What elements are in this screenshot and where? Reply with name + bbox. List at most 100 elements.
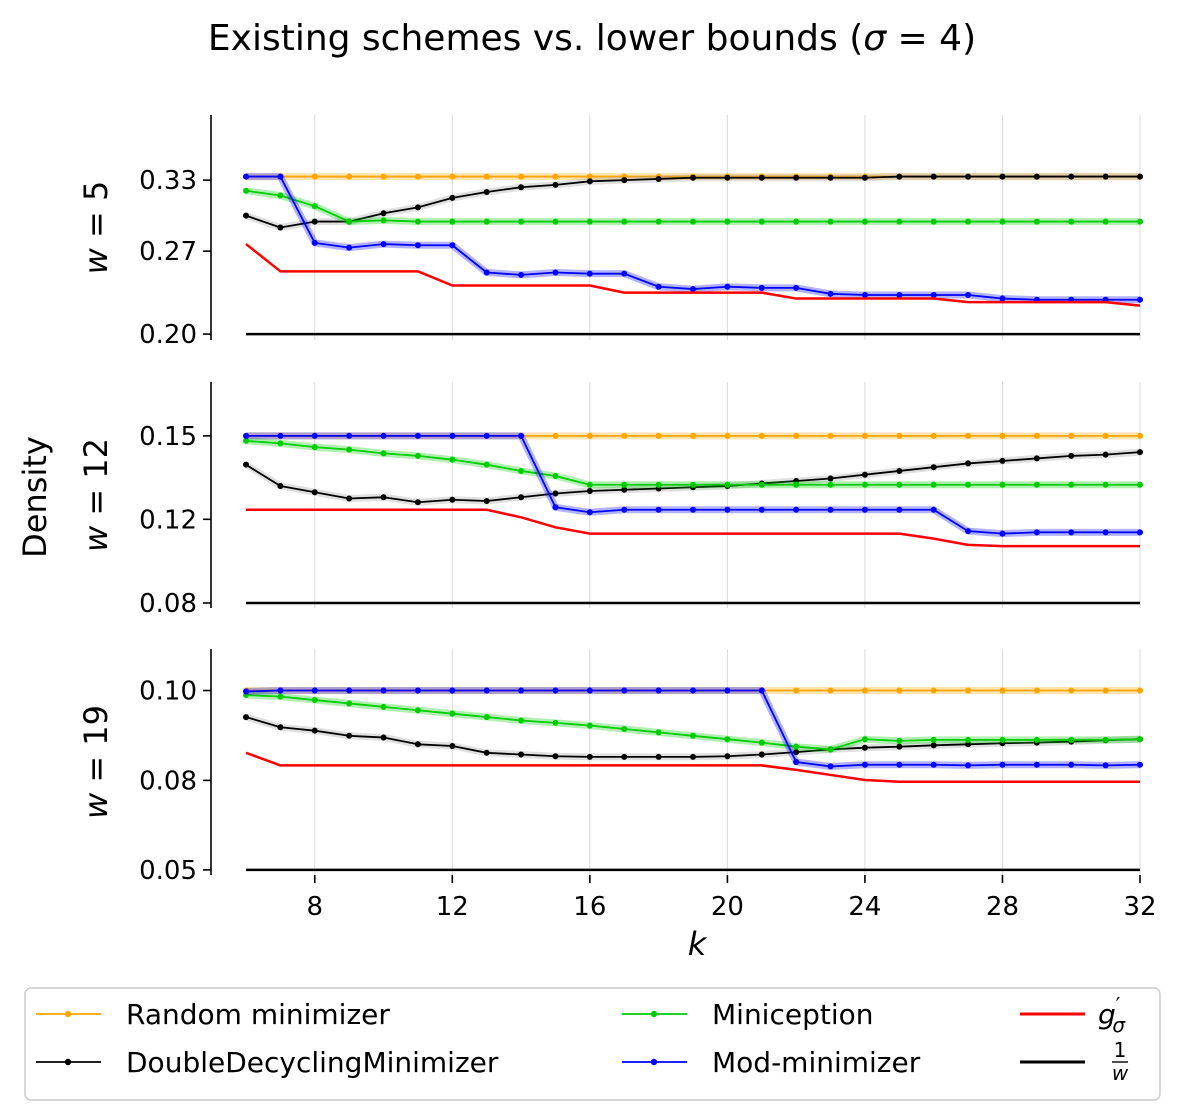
double_decycling-point — [311, 218, 318, 225]
double_decycling-point — [724, 753, 731, 760]
miniception-point — [1068, 218, 1075, 225]
mod-point — [827, 763, 834, 770]
g_sigma-line — [246, 508, 1140, 548]
mod-point — [483, 269, 490, 276]
miniception-point — [930, 218, 937, 225]
double_decycling-point — [965, 173, 972, 180]
random-point — [414, 173, 421, 180]
legend-marker-miniception — [650, 1010, 658, 1018]
double_decycling-point — [621, 753, 628, 760]
miniception-point — [724, 218, 731, 225]
random-point — [1068, 432, 1075, 439]
miniception-point — [1137, 736, 1143, 743]
random-point — [655, 432, 662, 439]
miniception-point — [724, 481, 731, 488]
miniception-band — [245, 691, 1141, 753]
mod-point — [896, 292, 903, 298]
mod-point — [793, 284, 800, 291]
g_sigma-line — [245, 751, 1140, 783]
miniception-point — [586, 481, 593, 488]
mod-point — [586, 687, 593, 694]
mod-point — [999, 761, 1006, 768]
mod-point — [346, 432, 353, 439]
mod-point — [621, 506, 628, 513]
double_decycling-point — [243, 212, 249, 219]
mod-point — [930, 506, 937, 513]
mod-band — [246, 173, 1140, 304]
legend-marker-mod — [650, 1058, 658, 1066]
double_decycling-point — [793, 749, 800, 756]
mod-point — [827, 290, 834, 297]
mod-point — [861, 761, 868, 768]
double_decycling-point — [690, 753, 696, 760]
miniception-point — [380, 703, 387, 710]
miniception-point — [552, 218, 559, 225]
mod-point — [724, 506, 731, 513]
miniception-point — [999, 218, 1006, 225]
random-point — [1102, 687, 1109, 694]
legend-frame — [24, 987, 1161, 1101]
y-tick-label: 0.05 — [139, 856, 197, 886]
miniception-point — [1102, 736, 1109, 743]
miniception-point — [1033, 218, 1040, 225]
miniception-point — [414, 707, 421, 714]
miniception-point — [1102, 481, 1109, 488]
miniception-point — [414, 218, 421, 225]
miniception-point — [758, 739, 765, 746]
miniception-point — [827, 481, 834, 488]
miniception-point — [311, 203, 318, 210]
miniception-point — [724, 736, 731, 743]
mod-point — [999, 530, 1006, 537]
miniception-point — [552, 472, 559, 479]
mod-point — [1102, 762, 1109, 769]
random-point — [449, 173, 456, 180]
miniception-point — [518, 467, 525, 474]
mod-point — [449, 242, 456, 249]
miniception-point — [518, 717, 525, 724]
miniception-point — [483, 714, 490, 721]
mod-point — [690, 286, 696, 293]
random-point — [552, 432, 559, 439]
mod-point — [1102, 529, 1109, 536]
double_decycling-point — [552, 490, 559, 497]
miniception-point — [380, 450, 387, 457]
double_decycling-point — [414, 499, 421, 506]
legend-label-g-sigma: g′ σ — [1098, 993, 1126, 1037]
random-point — [724, 432, 731, 439]
mod-point — [552, 504, 559, 511]
random-point — [346, 173, 353, 180]
y-tick-label: 0.08 — [139, 589, 197, 619]
panels: 0.200.270.33w = 50.080.120.15w = 120.050… — [77, 115, 1157, 922]
miniception-point — [414, 452, 421, 459]
legend-label-double_decycling: DoubleDecyclingMinimizer — [126, 1046, 499, 1079]
mod-point — [965, 292, 972, 298]
miniception-point — [861, 218, 868, 225]
y-tick-label: 0.27 — [139, 237, 197, 267]
legend-marker-random — [64, 1010, 72, 1018]
y-tick-label: 0.33 — [139, 166, 197, 196]
double_decycling-point — [621, 486, 628, 493]
double_decycling-point — [277, 224, 284, 231]
random-point — [1033, 432, 1040, 439]
mod-point — [1137, 529, 1143, 536]
miniception-point — [861, 481, 868, 488]
svg-text:w: w — [1112, 1061, 1129, 1085]
mod-point — [311, 239, 318, 246]
mod-point — [1033, 529, 1040, 536]
miniception-point — [449, 456, 456, 463]
double_decycling-point — [346, 732, 353, 739]
mod-point — [586, 270, 593, 277]
double_decycling-point — [380, 734, 387, 741]
mod-point — [896, 506, 903, 513]
miniception-point — [758, 481, 765, 488]
random-point — [793, 432, 800, 439]
mod-point — [758, 687, 765, 694]
mod-point — [690, 687, 696, 694]
random-point — [758, 432, 765, 439]
random-point — [690, 432, 696, 439]
mod-point — [380, 432, 387, 439]
random-point — [311, 173, 318, 180]
mod-point — [861, 506, 868, 513]
mod-point — [277, 687, 284, 694]
miniception-point — [1033, 736, 1040, 743]
